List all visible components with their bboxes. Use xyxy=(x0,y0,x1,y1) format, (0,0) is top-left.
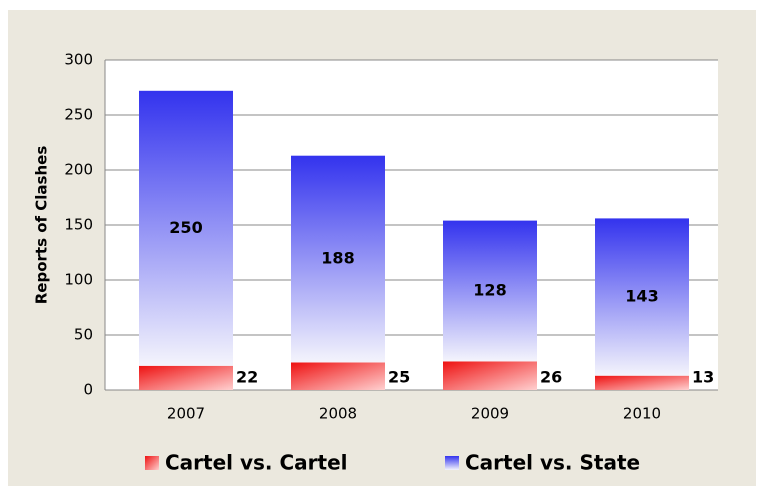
y-tick-label: 250 xyxy=(64,106,93,124)
bar-segment xyxy=(139,365,233,390)
bar-segment xyxy=(595,218,689,376)
y-tick-label: 150 xyxy=(64,216,93,234)
y-tick-label: 200 xyxy=(64,161,93,179)
x-tick-label: 2007 xyxy=(167,405,205,423)
value-label: 250 xyxy=(169,218,202,237)
x-tick-label: 2009 xyxy=(471,405,509,423)
legend-swatch xyxy=(145,456,159,470)
bar-segment xyxy=(443,220,537,362)
bar-segment xyxy=(139,90,233,366)
value-label: 25 xyxy=(388,368,410,387)
x-tick-label: 2010 xyxy=(623,405,661,423)
x-tick-label: 2008 xyxy=(319,405,357,423)
bar-segment xyxy=(595,375,689,390)
value-label: 13 xyxy=(692,368,714,387)
value-label: 22 xyxy=(236,368,258,387)
bar-segment xyxy=(443,361,537,390)
legend-swatch xyxy=(445,456,459,470)
value-label: 26 xyxy=(540,368,562,387)
legend-label: Cartel vs. Cartel xyxy=(165,451,348,475)
value-label: 143 xyxy=(625,287,658,306)
y-tick-label: 50 xyxy=(74,326,93,344)
bar-segment xyxy=(291,155,385,363)
value-label: 188 xyxy=(321,249,354,268)
y-tick-label: 300 xyxy=(64,51,93,69)
y-tick-label: 0 xyxy=(83,381,93,399)
y-tick-label: 100 xyxy=(64,271,93,289)
value-label: 128 xyxy=(473,281,506,300)
y-axis-label: Reports of Clashes xyxy=(33,146,51,305)
legend-label: Cartel vs. State xyxy=(465,451,640,475)
bar-segment xyxy=(291,362,385,390)
